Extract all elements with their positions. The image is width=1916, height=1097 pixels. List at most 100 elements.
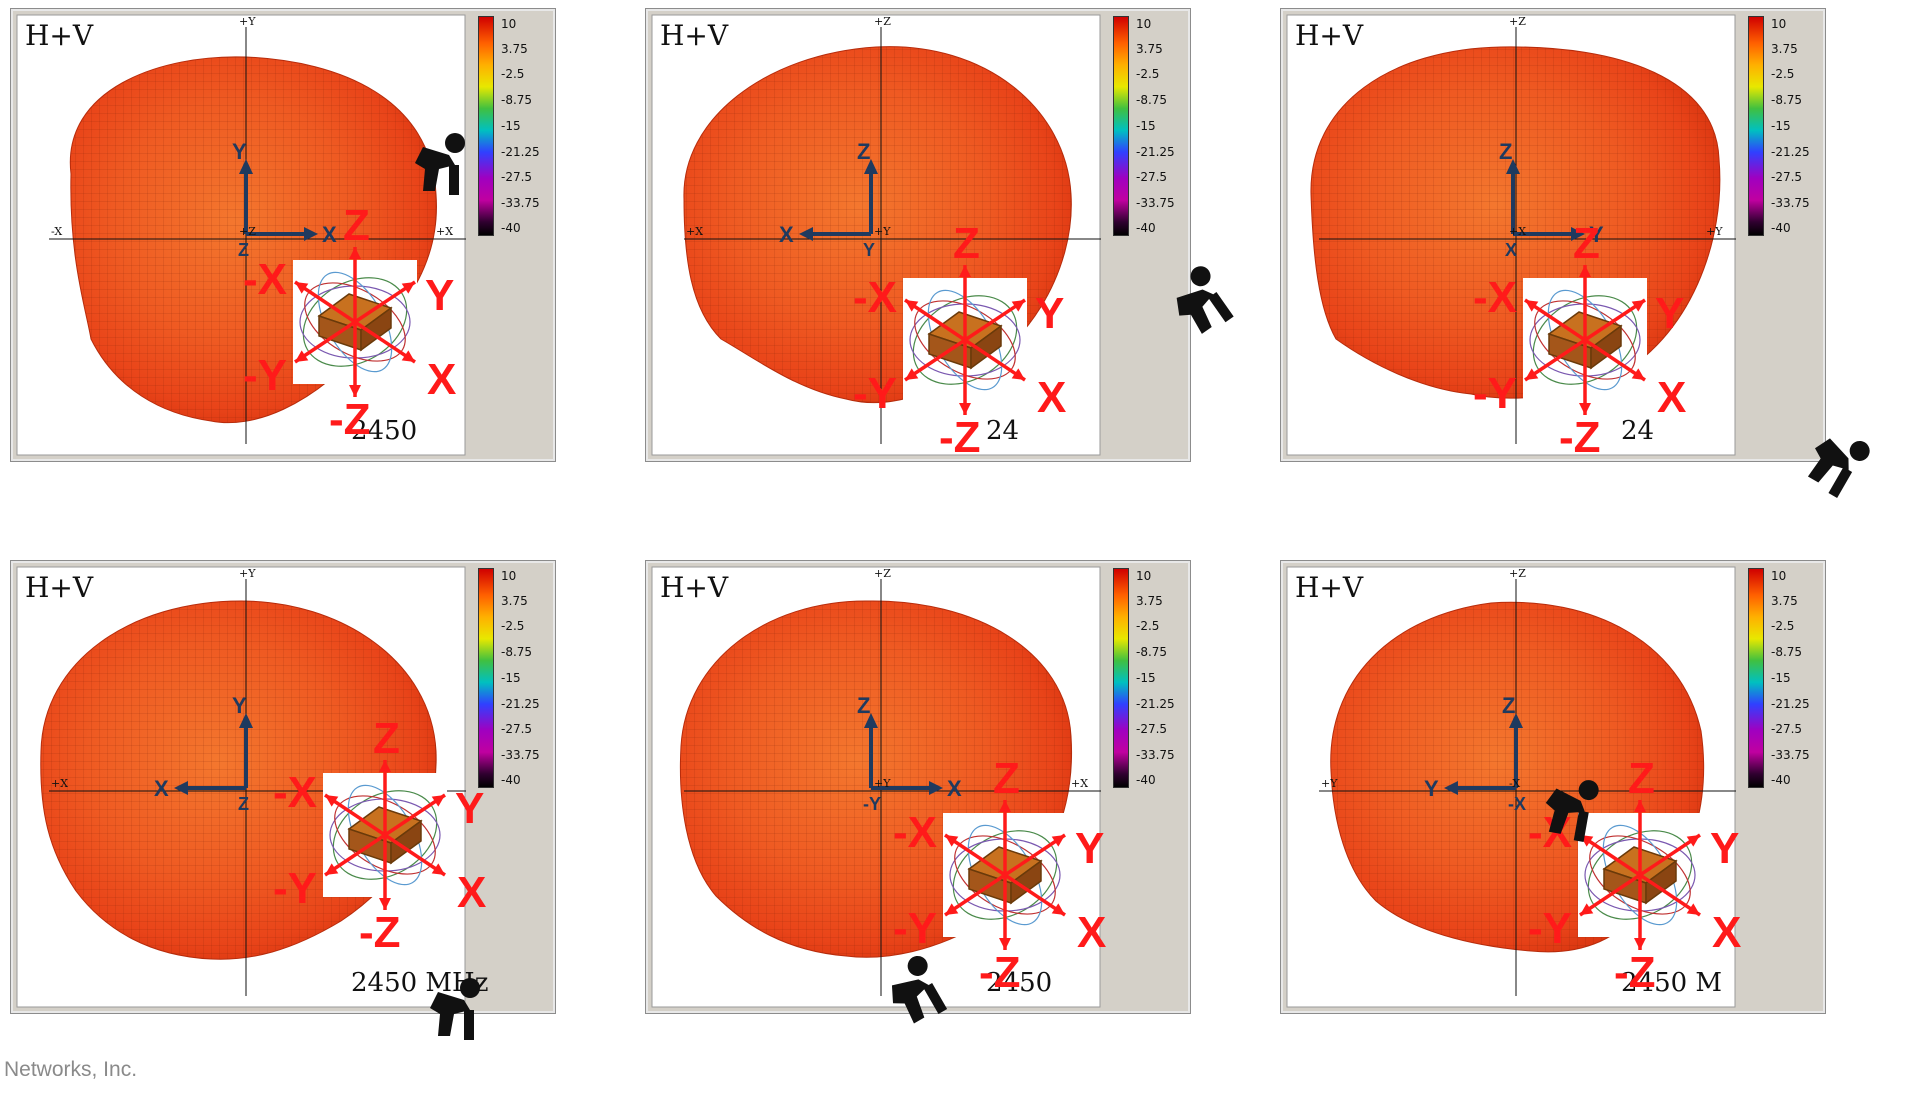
orientation-label-up: Z [1573, 225, 1600, 268]
color-scale-bar [1113, 568, 1129, 788]
color-scale-tick: -21.25 [501, 145, 540, 159]
axis-label-top: +Z [874, 567, 891, 580]
color-scale-tick: -8.75 [1136, 93, 1168, 107]
orientation-label-right_up: Y [425, 271, 454, 320]
axis-label-right: +X [1071, 777, 1089, 790]
orientation-label-right_up: Y [1075, 824, 1104, 873]
frequency-label: 24 [986, 416, 1020, 446]
orientation-label-right_down: X [427, 355, 456, 404]
frequency-label: 24 [1621, 416, 1655, 446]
coordinate-triad [239, 159, 318, 241]
color-scale-tick: -40 [1771, 221, 1791, 235]
axis-label-top: +Z [1509, 15, 1526, 28]
color-scale-tick: 10 [1136, 17, 1152, 31]
person-viewer-icon [891, 955, 948, 1024]
triad-vertical-label: Y [232, 693, 247, 718]
axis-label-top: +Z [874, 15, 891, 28]
orientation-label-down: -Z [329, 395, 371, 437]
color-scale-tick: -2.5 [1136, 67, 1160, 81]
triad-center-label: Y [863, 240, 875, 260]
device-orientation-diagram: Z -Z -X Y -Y X [853, 225, 1066, 455]
frequency-label: 2450 [351, 416, 418, 446]
color-scale-tick: -40 [1771, 773, 1791, 787]
color-scale-tick: 3.75 [1771, 594, 1798, 608]
triad-horizontal-label: Y [1589, 222, 1604, 247]
triad-vertical-label: Z [1499, 139, 1512, 164]
orientation-label-up: Z [373, 720, 400, 763]
axis-label-left: +Y [1321, 777, 1338, 790]
orientation-label-left_up: -X [893, 808, 937, 857]
coordinate-triad [799, 159, 878, 241]
axis-label-left: +X [686, 225, 704, 238]
triad-vertical-label: Y [232, 139, 247, 164]
person-viewer-icon [415, 133, 465, 195]
axis-label-top: +Y [239, 15, 256, 28]
color-scale-tick: -15 [1136, 671, 1156, 685]
color-scale-tick: -27.5 [1136, 722, 1168, 736]
color-scale-bar [478, 16, 494, 236]
orientation-label-right_up: Y [1655, 289, 1684, 338]
color-scale-tick: -15 [501, 671, 521, 685]
frequency-label: 2450 [986, 968, 1053, 998]
color-scale-tick: -21.25 [1771, 145, 1810, 159]
orientation-label-up: Z [1628, 760, 1655, 803]
orientation-label-left_down: -Y [893, 904, 937, 953]
axis-label-top: +Z [1509, 567, 1526, 580]
color-scale-tick: -8.75 [501, 645, 533, 659]
coordinate-triad [1444, 713, 1523, 795]
color-scale-tick: 10 [501, 17, 517, 31]
pattern-panel: Z X -Y H+V 2450 +Z +X +Y 10 3.75 -2.5 -8.75 -15 -21.2… [645, 560, 1191, 1014]
triad-center-label: Z [238, 240, 249, 260]
color-scale-tick: -40 [501, 773, 521, 787]
orientation-label-left_down: -Y [1528, 904, 1572, 953]
triad-vertical-label: Z [857, 139, 870, 164]
panel-title: H+V [25, 19, 94, 52]
color-scale-bar [1748, 16, 1764, 236]
color-scale-bar [478, 568, 494, 788]
axis-label-left: -X [51, 225, 63, 238]
footer-company: Networks, Inc. [4, 1058, 138, 1081]
device-orientation-diagram: Z -Z -X Y -Y X [893, 760, 1106, 990]
triad-horizontal-label: X [154, 776, 169, 801]
color-scale-bar [1113, 16, 1129, 236]
color-scale-tick: -8.75 [1136, 645, 1168, 659]
axis-label-center: +X [1509, 225, 1527, 238]
orientation-label-up: Z [343, 207, 370, 250]
color-scale-tick: -2.5 [1136, 619, 1160, 633]
panel-title: H+V [660, 571, 729, 604]
color-scale-tick: -2.5 [501, 67, 525, 81]
color-scale-tick: -15 [1771, 671, 1791, 685]
axis-label-center: +Y [874, 777, 891, 790]
orientation-label-left_down: -Y [243, 351, 287, 400]
triad-horizontal-label: Y [1424, 776, 1439, 801]
color-scale-tick: -2.5 [1771, 67, 1795, 81]
triad-center-label: Z [238, 794, 249, 814]
color-scale-tick: -33.75 [1771, 196, 1810, 210]
color-scale-tick: -33.75 [1136, 748, 1175, 762]
orientation-label-left_up: -X [243, 255, 287, 304]
color-scale-bar [1748, 568, 1764, 788]
orientation-label-right_down: X [1712, 908, 1741, 957]
orientation-label-up: Z [953, 225, 980, 268]
panel-title: H+V [25, 571, 94, 604]
panel-title: H+V [1295, 571, 1364, 604]
color-scale-tick: 3.75 [1136, 594, 1163, 608]
frequency-label: 2450 M [1621, 968, 1723, 998]
triad-vertical-label: Z [1502, 693, 1515, 718]
triad-center-label: -Y [863, 794, 881, 814]
coordinate-triad [174, 713, 253, 795]
color-scale-tick: -8.75 [1771, 645, 1803, 659]
triad-horizontal-label: X [322, 222, 337, 247]
color-scale-tick: -21.25 [1771, 697, 1810, 711]
color-scale-tick: -33.75 [501, 748, 540, 762]
orientation-label-left_up: -X [273, 768, 317, 817]
orientation-label-right_down: X [1037, 373, 1066, 422]
color-scale-tick: -40 [1136, 773, 1156, 787]
person-viewer-icon [430, 978, 480, 1040]
color-scale-tick: -33.75 [1136, 196, 1175, 210]
orientation-label-left_up: -X [1473, 273, 1517, 322]
device-orientation-diagram: Z -Z -X Y -Y X [243, 207, 456, 437]
color-scale-tick: 3.75 [1771, 42, 1798, 56]
color-scale-tick: -21.25 [501, 697, 540, 711]
orientation-label-left_down: -Y [853, 369, 897, 418]
